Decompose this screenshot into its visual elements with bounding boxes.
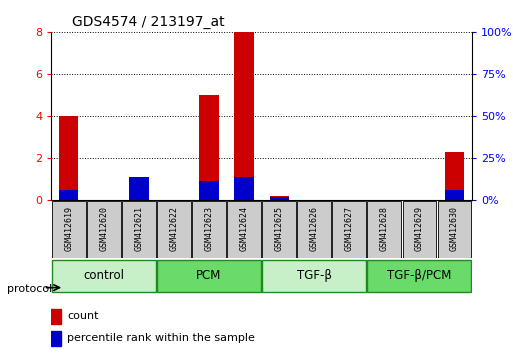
FancyBboxPatch shape bbox=[262, 260, 366, 292]
Text: GSM412623: GSM412623 bbox=[205, 206, 213, 251]
Bar bbox=[200, 181, 219, 200]
Bar bbox=[234, 177, 254, 200]
Text: GSM412619: GSM412619 bbox=[64, 206, 73, 251]
Bar bbox=[269, 196, 289, 200]
Text: count: count bbox=[67, 312, 99, 321]
Text: GSM412627: GSM412627 bbox=[345, 206, 354, 251]
Bar bbox=[234, 32, 254, 200]
FancyBboxPatch shape bbox=[262, 201, 296, 258]
Bar bbox=[51, 309, 61, 324]
FancyBboxPatch shape bbox=[438, 201, 471, 258]
FancyBboxPatch shape bbox=[227, 201, 261, 258]
Bar bbox=[59, 189, 78, 200]
Text: control: control bbox=[84, 269, 124, 282]
Text: TGF-β: TGF-β bbox=[297, 269, 332, 282]
FancyBboxPatch shape bbox=[298, 201, 331, 258]
FancyBboxPatch shape bbox=[367, 201, 401, 258]
FancyBboxPatch shape bbox=[52, 260, 156, 292]
Bar bbox=[445, 152, 464, 200]
Bar bbox=[200, 95, 219, 200]
FancyBboxPatch shape bbox=[332, 201, 366, 258]
FancyBboxPatch shape bbox=[367, 260, 471, 292]
Text: GSM412628: GSM412628 bbox=[380, 206, 389, 251]
Bar bbox=[51, 331, 61, 346]
Text: TGF-β/PCM: TGF-β/PCM bbox=[387, 269, 451, 282]
Text: GSM412624: GSM412624 bbox=[240, 206, 249, 251]
FancyBboxPatch shape bbox=[157, 260, 261, 292]
Text: GSM412620: GSM412620 bbox=[100, 206, 108, 251]
Text: protocol: protocol bbox=[7, 284, 52, 293]
Text: GSM412629: GSM412629 bbox=[415, 206, 424, 251]
Text: GSM412622: GSM412622 bbox=[169, 206, 179, 251]
Text: PCM: PCM bbox=[196, 269, 222, 282]
Bar bbox=[129, 177, 149, 200]
Text: GSM412621: GSM412621 bbox=[134, 206, 144, 251]
FancyBboxPatch shape bbox=[122, 201, 156, 258]
Text: GSM412625: GSM412625 bbox=[274, 206, 284, 251]
FancyBboxPatch shape bbox=[403, 201, 436, 258]
Text: GSM412630: GSM412630 bbox=[450, 206, 459, 251]
Bar bbox=[59, 116, 78, 200]
Bar bbox=[269, 197, 289, 200]
FancyBboxPatch shape bbox=[87, 201, 121, 258]
Text: GSM412626: GSM412626 bbox=[310, 206, 319, 251]
FancyBboxPatch shape bbox=[192, 201, 226, 258]
Text: GDS4574 / 213197_at: GDS4574 / 213197_at bbox=[72, 16, 225, 29]
FancyBboxPatch shape bbox=[52, 201, 86, 258]
Text: percentile rank within the sample: percentile rank within the sample bbox=[67, 333, 255, 343]
Bar bbox=[129, 194, 149, 200]
FancyBboxPatch shape bbox=[157, 201, 191, 258]
Bar bbox=[445, 189, 464, 200]
